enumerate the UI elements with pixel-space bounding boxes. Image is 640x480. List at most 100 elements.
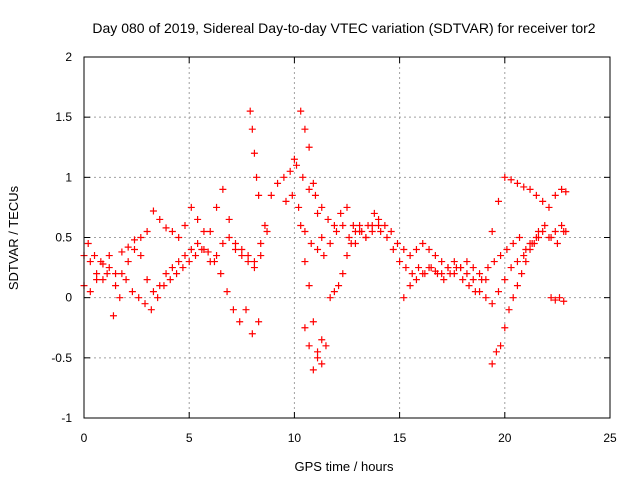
data-point [250, 264, 258, 272]
data-point [295, 203, 303, 211]
data-point [347, 240, 355, 248]
data-point [362, 234, 370, 241]
data-point [149, 288, 157, 296]
data-point [465, 282, 473, 290]
data-point [112, 282, 120, 290]
data-point [255, 318, 263, 326]
data-point [143, 276, 151, 284]
data-point [503, 246, 511, 254]
data-point [118, 248, 126, 256]
x-tick-label: 25 [603, 431, 617, 445]
series-track-h [297, 107, 326, 241]
data-point [297, 107, 305, 115]
data-point [305, 342, 313, 350]
y-tick-label: 0.5 [55, 231, 72, 245]
data-point [370, 209, 378, 217]
data-point [375, 221, 383, 229]
data-point [505, 306, 513, 314]
data-point [116, 294, 124, 302]
data-point [415, 264, 423, 272]
data-point [488, 300, 496, 308]
data-point [520, 183, 528, 191]
data-point [231, 246, 239, 254]
data-point [154, 294, 162, 302]
data-point [469, 276, 477, 284]
data-point [368, 227, 376, 235]
data-point [545, 234, 553, 241]
data-point [501, 324, 509, 332]
data-point [476, 270, 484, 278]
data-point [507, 264, 515, 272]
data-point [282, 197, 290, 205]
data-point [318, 360, 326, 368]
data-point [124, 243, 132, 251]
data-point [301, 258, 309, 266]
data-point [431, 252, 439, 260]
data-point [501, 173, 509, 181]
data-point [160, 282, 168, 290]
series-track-k [488, 234, 542, 368]
data-point [185, 258, 193, 266]
data-point [223, 288, 231, 296]
data-point [204, 248, 212, 256]
data-point [375, 215, 383, 223]
data-point [484, 264, 492, 272]
data-point [469, 264, 477, 272]
data-point [156, 215, 164, 223]
data-point [356, 221, 364, 229]
data-point [339, 270, 347, 278]
data-point [162, 270, 170, 278]
data-point [149, 207, 157, 215]
data-point [86, 258, 94, 266]
data-point [459, 276, 467, 284]
data-points [80, 107, 570, 374]
data-point [358, 227, 366, 235]
data-point [124, 258, 132, 266]
data-point [476, 288, 484, 296]
y-tick-label: -1 [61, 411, 72, 425]
data-point [250, 149, 258, 157]
data-point [516, 234, 524, 241]
data-point [318, 234, 326, 241]
data-point [84, 240, 92, 248]
data-point [438, 270, 446, 278]
data-point [122, 276, 130, 284]
data-point [492, 348, 500, 356]
y-tick-label: 2 [65, 50, 72, 64]
data-point [307, 240, 315, 248]
data-point [301, 227, 309, 235]
data-point [93, 270, 101, 278]
data-point [231, 240, 239, 248]
y-tick-label: 1.5 [55, 110, 72, 124]
data-point [364, 221, 372, 229]
data-point [562, 227, 570, 235]
data-point [326, 294, 334, 302]
data-point [301, 125, 309, 133]
data-point [351, 227, 359, 235]
data-point [545, 203, 553, 211]
data-point [206, 227, 214, 235]
data-point [387, 227, 395, 235]
data-point [541, 221, 549, 229]
data-point [406, 282, 414, 290]
series-track-f [282, 191, 568, 296]
data-point [509, 294, 517, 302]
data-point [105, 264, 113, 272]
data-point [556, 294, 564, 302]
data-point [305, 282, 313, 290]
data-point [520, 252, 528, 260]
x-tick-label: 10 [288, 431, 302, 445]
data-point [311, 191, 319, 199]
data-point [229, 306, 237, 314]
data-point [532, 191, 540, 199]
data-point [534, 234, 542, 241]
data-point [349, 221, 357, 229]
data-point [280, 173, 288, 181]
data-point [509, 240, 517, 248]
data-point [457, 264, 465, 272]
data-point [242, 306, 250, 314]
data-point [497, 342, 505, 350]
data-point [324, 215, 332, 223]
data-point [444, 264, 452, 272]
data-point [168, 227, 176, 235]
